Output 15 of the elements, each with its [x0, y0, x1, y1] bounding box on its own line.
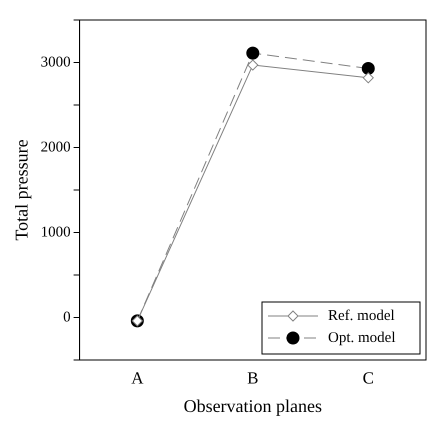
- y-tick-label: 1000: [40, 224, 71, 240]
- x-tick-label: C: [362, 368, 374, 388]
- legend-label: Opt. model: [328, 330, 396, 346]
- point: [362, 62, 375, 75]
- x-tick-label: B: [247, 368, 258, 388]
- point: [246, 46, 260, 60]
- y-tick-label: 3000: [40, 54, 71, 70]
- y-tick-label: 2000: [40, 139, 71, 156]
- y-tick-label: 0: [63, 309, 71, 326]
- point: [247, 60, 258, 71]
- x-tick-label: A: [131, 368, 144, 388]
- x-axis-title: Observation planes: [184, 396, 322, 416]
- point: [362, 72, 374, 84]
- legend-label: Ref. model: [328, 308, 395, 324]
- y-axis-title: Total pressure: [12, 139, 32, 241]
